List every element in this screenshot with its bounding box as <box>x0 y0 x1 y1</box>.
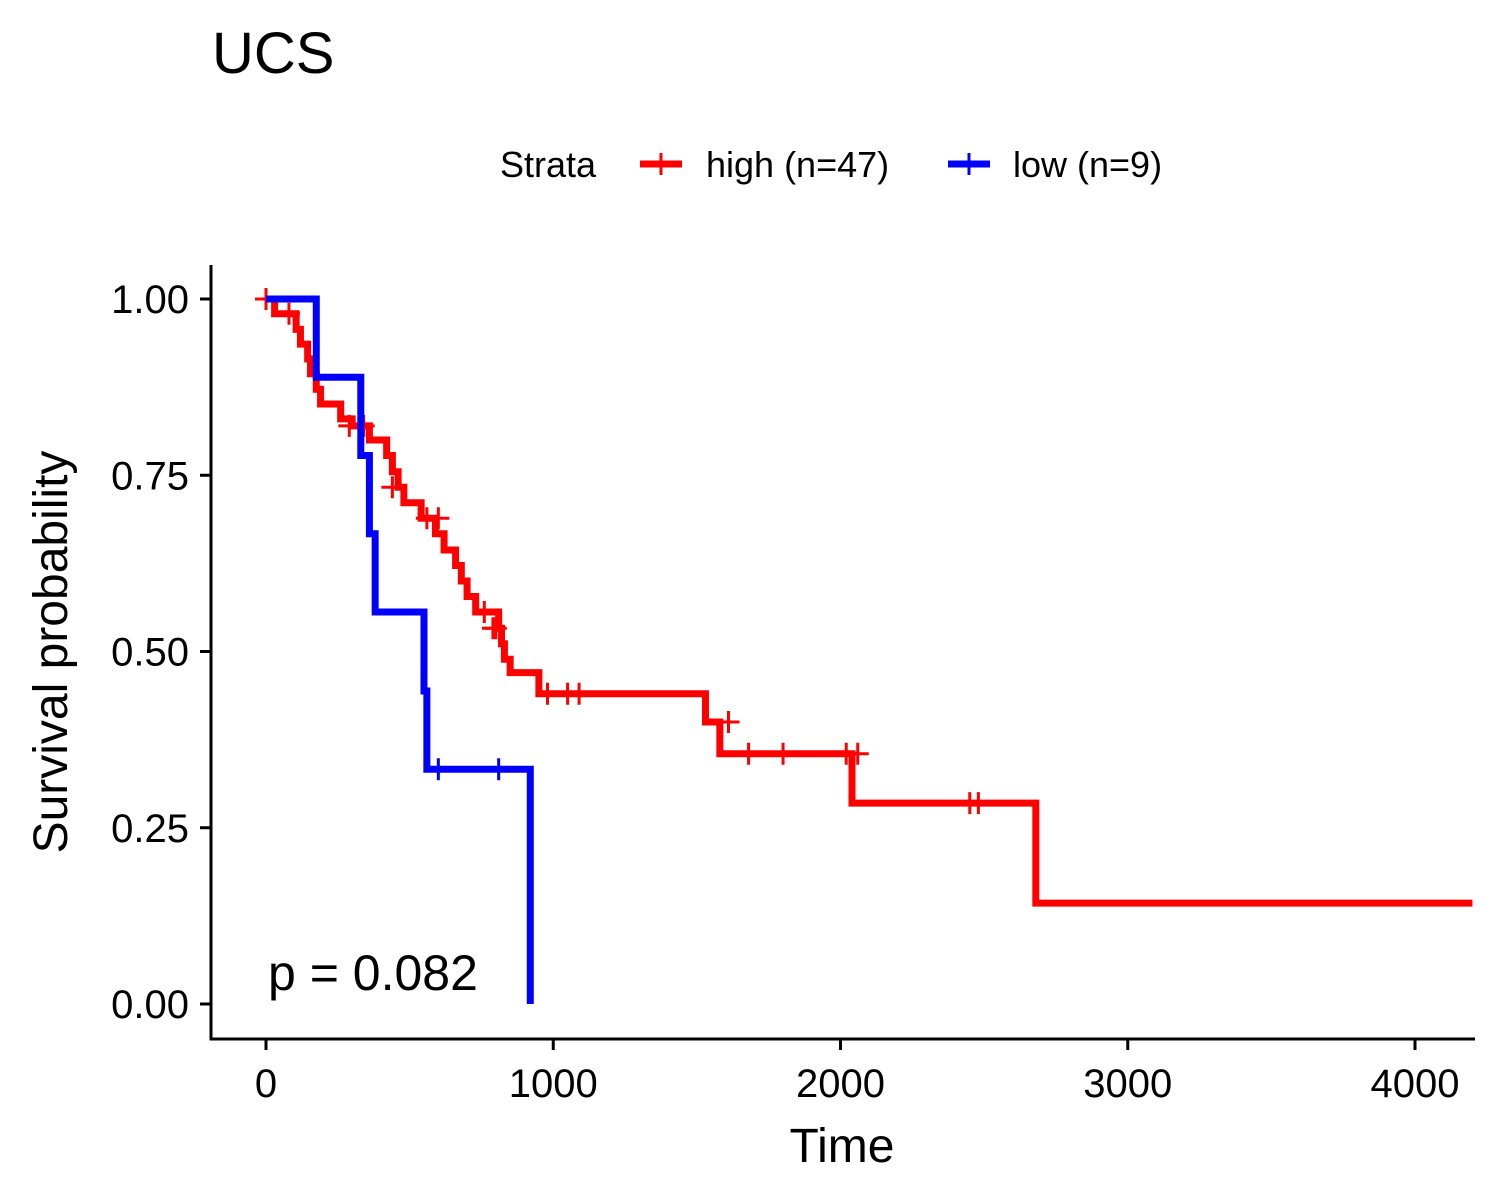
y-tick-label: 0.00 <box>111 983 189 1027</box>
p-value-annotation: p = 0.082 <box>268 945 478 1001</box>
legend-label-high: high (n=47) <box>706 144 889 185</box>
chart-title: UCS <box>212 21 334 86</box>
series-line-high <box>266 295 1473 907</box>
x-axis-title: Time <box>790 1120 895 1173</box>
axes: 0.00 0.25 0.50 0.75 1.00 0 1000 2000 3000 4000 <box>111 265 1475 1106</box>
legend: Strata high (n=47) low (n=9) <box>500 144 1162 185</box>
censor-mark-high <box>967 792 990 815</box>
series-line-low <box>266 295 534 1004</box>
y-tick-label: 0.75 <box>111 454 189 498</box>
y-tick-label: 0.25 <box>111 807 189 851</box>
censor-mark-low <box>427 758 450 781</box>
censor-mark-high <box>427 507 450 530</box>
censor-mark-high <box>277 302 300 325</box>
x-tick-label: 1000 <box>509 1062 598 1106</box>
x-tick-label: 0 <box>255 1062 277 1106</box>
censor-mark-high <box>737 742 760 765</box>
x-tick-label: 4000 <box>1371 1062 1460 1106</box>
legend-label-low: low (n=9) <box>1013 144 1162 185</box>
censor-mark-high <box>473 601 496 624</box>
x-tick-label: 3000 <box>1083 1062 1172 1106</box>
x-tick-label: 2000 <box>796 1062 885 1106</box>
y-tick-label: 1.00 <box>111 278 189 322</box>
y-axis-title: Survival probability <box>25 451 78 854</box>
series-layer <box>255 288 1473 1004</box>
censor-mark-high <box>381 476 404 499</box>
y-tick-label: 0.50 <box>111 631 189 675</box>
censor-mark-high <box>484 617 507 640</box>
censor-mark-high <box>772 742 795 765</box>
censor-mark-low <box>487 758 510 781</box>
censor-mark-high <box>846 742 869 765</box>
censor-mark-high <box>568 682 591 705</box>
censor-mark-high <box>536 682 559 705</box>
censor-mark-high <box>717 711 740 733</box>
legend-title: Strata <box>500 144 597 185</box>
